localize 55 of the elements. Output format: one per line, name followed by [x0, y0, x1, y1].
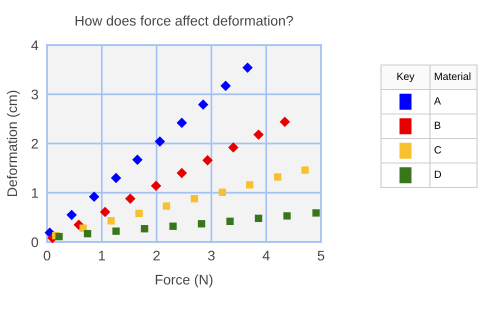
y-tick-label: 1	[32, 188, 38, 198]
point	[176, 168, 188, 178]
legend-label: C	[434, 146, 442, 154]
point	[242, 62, 253, 73]
point	[112, 227, 120, 235]
legend-title: Material	[434, 72, 470, 80]
point	[100, 206, 110, 218]
y-tick-label: 0	[31, 237, 38, 248]
point	[66, 210, 77, 220]
x-tick-label: 2	[153, 250, 160, 260]
point	[218, 188, 226, 196]
point	[110, 172, 122, 184]
point	[140, 225, 148, 232]
point	[280, 116, 290, 128]
x-tick-label: 3	[208, 250, 215, 261]
point	[154, 136, 166, 147]
point	[107, 217, 115, 224]
y-tick-label: 2	[32, 138, 38, 149]
point	[254, 214, 262, 222]
text: Key	[397, 72, 414, 82]
point	[228, 142, 239, 153]
point	[190, 194, 198, 202]
point	[202, 155, 213, 166]
point	[162, 202, 170, 210]
point	[84, 230, 92, 238]
point	[274, 173, 282, 181]
point	[135, 210, 143, 218]
y-tick-label: 4	[31, 40, 38, 50]
point	[198, 99, 208, 110]
point	[312, 209, 320, 217]
y-axis-title: Deformation (cm)	[6, 90, 20, 196]
point	[301, 166, 309, 174]
legend-label: B	[434, 122, 440, 129]
x-tick-label: 0	[44, 250, 50, 261]
point	[88, 191, 100, 202]
point	[55, 232, 63, 240]
legend-label: A	[434, 97, 441, 104]
point	[150, 180, 162, 192]
point	[226, 218, 234, 225]
point	[283, 212, 291, 220]
point	[220, 80, 231, 92]
point	[176, 118, 188, 128]
point	[253, 129, 264, 140]
point	[169, 222, 177, 230]
chart-title: How does force affect deformation?	[76, 15, 293, 26]
point	[132, 154, 143, 165]
point	[246, 181, 254, 189]
x-tick-label: 5	[318, 250, 324, 261]
point	[198, 220, 206, 228]
x-tick-label: 4	[262, 250, 270, 260]
x-tick-label: 1	[98, 250, 105, 260]
y-tick-label: 3	[31, 90, 38, 100]
point	[125, 193, 136, 204]
legend-label: D	[434, 170, 442, 178]
x-axis-title: Force (N)	[156, 274, 212, 288]
